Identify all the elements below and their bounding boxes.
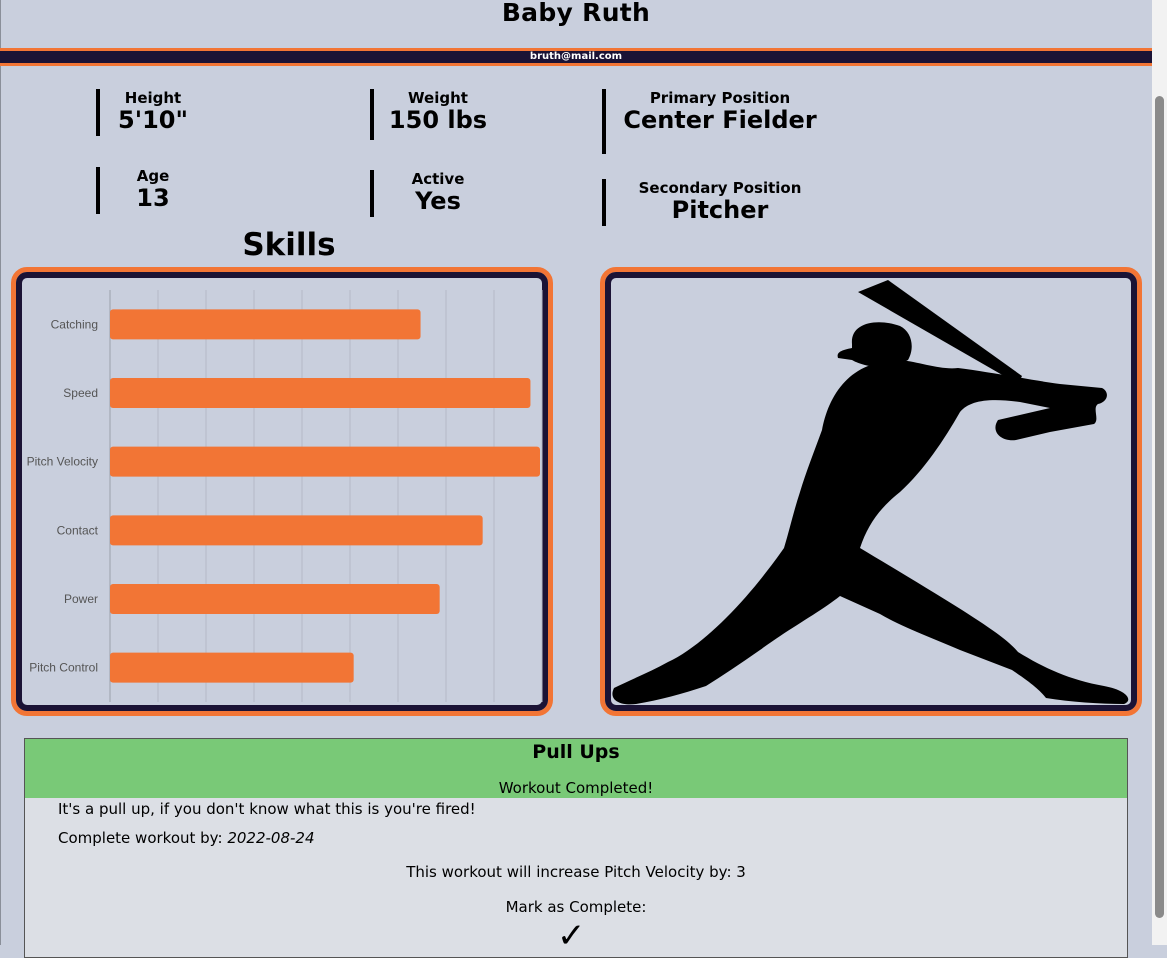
stat-weight: Weight 150 lbs bbox=[370, 89, 502, 140]
stat-weight-value: 150 lbs bbox=[388, 106, 488, 134]
window-border-left bbox=[0, 0, 1, 945]
stat-secondary-position: Secondary Position Pitcher bbox=[602, 179, 834, 226]
stat-active-value: Yes bbox=[415, 187, 461, 215]
skill-label: Speed bbox=[63, 386, 98, 400]
skill-label: Catching bbox=[51, 317, 98, 331]
stat-secondary-position-label: Secondary Position bbox=[638, 179, 802, 197]
player-name: Baby Ruth bbox=[501, 0, 651, 27]
skill-label: Pitch Control bbox=[29, 661, 98, 675]
stat-primary-position-label: Primary Position bbox=[649, 89, 791, 107]
stat-height-label: Height bbox=[124, 89, 182, 107]
skill-bar[interactable] bbox=[110, 515, 483, 546]
stat-primary-position-value: Center Fielder bbox=[623, 106, 817, 134]
skill-bar[interactable] bbox=[110, 378, 531, 408]
batter-image-panel bbox=[600, 267, 1142, 716]
skills-chart-panel bbox=[11, 267, 553, 716]
stat-age: Age 13 bbox=[96, 167, 206, 214]
batter-image-frame bbox=[605, 272, 1137, 711]
workout-status: Workout Completed! bbox=[498, 779, 654, 797]
stat-active-label: Active bbox=[411, 170, 465, 188]
stat-weight-label: Weight bbox=[408, 89, 468, 107]
checkmark-icon[interactable]: ✓ bbox=[557, 916, 586, 956]
stat-primary-position: Primary Position Center Fielder bbox=[602, 89, 834, 154]
stat-height: Height 5'10" bbox=[96, 89, 206, 136]
workout-due-label: Complete workout by: bbox=[58, 829, 223, 847]
email-bar: bruth@mail.com bbox=[0, 48, 1152, 66]
workout-due: Complete workout by: 2022-08-24 bbox=[58, 829, 315, 847]
skill-bar[interactable] bbox=[110, 309, 421, 340]
stat-age-value: 13 bbox=[136, 184, 170, 212]
scrollbar-thumb[interactable] bbox=[1155, 96, 1164, 918]
skill-bar[interactable] bbox=[110, 446, 540, 477]
stat-height-value: 5'10" bbox=[118, 106, 188, 134]
skills-chart-frame bbox=[16, 272, 548, 711]
skill-bar[interactable] bbox=[110, 584, 440, 614]
skill-label: Power bbox=[64, 592, 98, 606]
workout-header: Pull Ups Workout Completed! bbox=[25, 739, 1127, 798]
mark-complete-label: Mark as Complete: bbox=[505, 898, 647, 916]
workout-due-date: 2022-08-24 bbox=[227, 829, 315, 847]
stat-active: Active Yes bbox=[370, 170, 502, 217]
stat-age-label: Age bbox=[136, 167, 170, 185]
player-email[interactable]: bruth@mail.com bbox=[529, 51, 623, 62]
skill-bar[interactable] bbox=[110, 652, 354, 683]
skill-label: Contact bbox=[57, 523, 99, 537]
skill-label: Pitch Velocity bbox=[27, 455, 98, 469]
workout-description: It's a pull up, if you don't know what t… bbox=[58, 800, 476, 818]
stat-secondary-position-value: Pitcher bbox=[671, 196, 769, 224]
workout-title: Pull Ups bbox=[532, 741, 620, 763]
workout-increase-text: This workout will increase Pitch Velocit… bbox=[406, 863, 746, 881]
skills-title: Skills bbox=[242, 227, 336, 263]
workout-card: Pull Ups Workout Completed! It's a pull … bbox=[24, 738, 1128, 958]
